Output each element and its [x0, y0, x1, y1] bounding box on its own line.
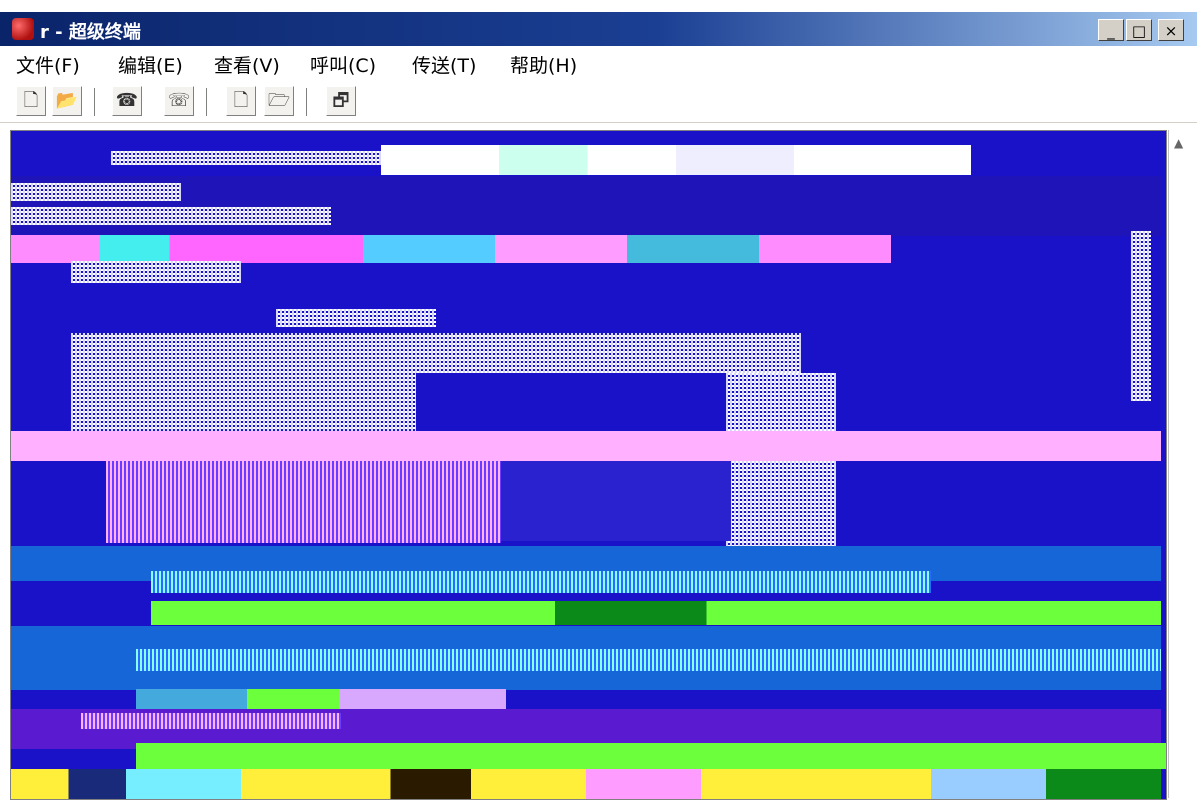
window-title: r - 超级终端 [40, 22, 141, 43]
properties-icon[interactable]: 🗗 [326, 86, 356, 116]
terminal-noise [1131, 231, 1151, 401]
terminal-display[interactable] [10, 130, 1167, 800]
menu-call[interactable]: 呼叫(C) [310, 55, 377, 77]
terminal-noise [11, 431, 1161, 461]
title-bar: r - 超级终端 _ □ × [0, 12, 1197, 46]
menu-bar: 文件(F) 编辑(E) 查看(V) 呼叫(C) 传送(T) 帮助(H) [0, 48, 1197, 78]
terminal-noise [11, 207, 331, 225]
terminal-noise [151, 601, 1161, 625]
terminal-noise [151, 571, 931, 593]
toolbar-separator [94, 88, 98, 116]
toolbar: 🗋 📂 ☎ ☏ 🗋 🗁 🗗 [0, 82, 1197, 123]
terminal-noise [276, 309, 436, 327]
terminal-noise [11, 769, 1161, 799]
menu-help[interactable]: 帮助(H) [510, 55, 578, 77]
terminal-noise [136, 689, 506, 709]
minimize-button[interactable]: _ [1098, 19, 1124, 41]
terminal-noise [381, 145, 971, 175]
receive-file-icon[interactable]: 🗁 [264, 86, 294, 116]
phone-dial-icon[interactable]: ☎ [112, 86, 142, 116]
menu-view[interactable]: 查看(V) [214, 55, 280, 77]
terminal-noise [81, 713, 341, 729]
menu-file[interactable]: 文件(F) [16, 55, 80, 77]
terminal-noise [71, 373, 416, 433]
maximize-button[interactable]: □ [1126, 19, 1152, 41]
terminal-noise [71, 261, 241, 283]
send-file-icon[interactable]: 🗋 [226, 86, 256, 116]
terminal-noise [11, 176, 1161, 236]
disconnect-icon[interactable]: ☏ [164, 86, 194, 116]
terminal-noise [111, 151, 381, 165]
terminal-noise [136, 649, 1161, 671]
terminal-noise [11, 183, 181, 201]
terminal-noise [726, 373, 836, 563]
open-folder-icon[interactable]: 📂 [52, 86, 82, 116]
toolbar-separator [206, 88, 210, 116]
terminal-noise [71, 333, 801, 373]
close-button[interactable]: × [1158, 19, 1184, 41]
terminal-noise [136, 743, 1166, 769]
terminal-noise [501, 461, 731, 541]
vertical-scrollbar[interactable]: ▲ [1168, 130, 1195, 798]
menu-edit[interactable]: 编辑(E) [118, 55, 183, 77]
terminal-noise [11, 235, 891, 263]
hyperterminal-app-icon[interactable] [12, 18, 34, 40]
new-document-icon[interactable]: 🗋 [16, 86, 46, 116]
toolbar-separator [306, 88, 310, 116]
scroll-up-arrow-icon[interactable]: ▲ [1174, 136, 1184, 150]
menu-transfer[interactable]: 传送(T) [412, 55, 477, 77]
